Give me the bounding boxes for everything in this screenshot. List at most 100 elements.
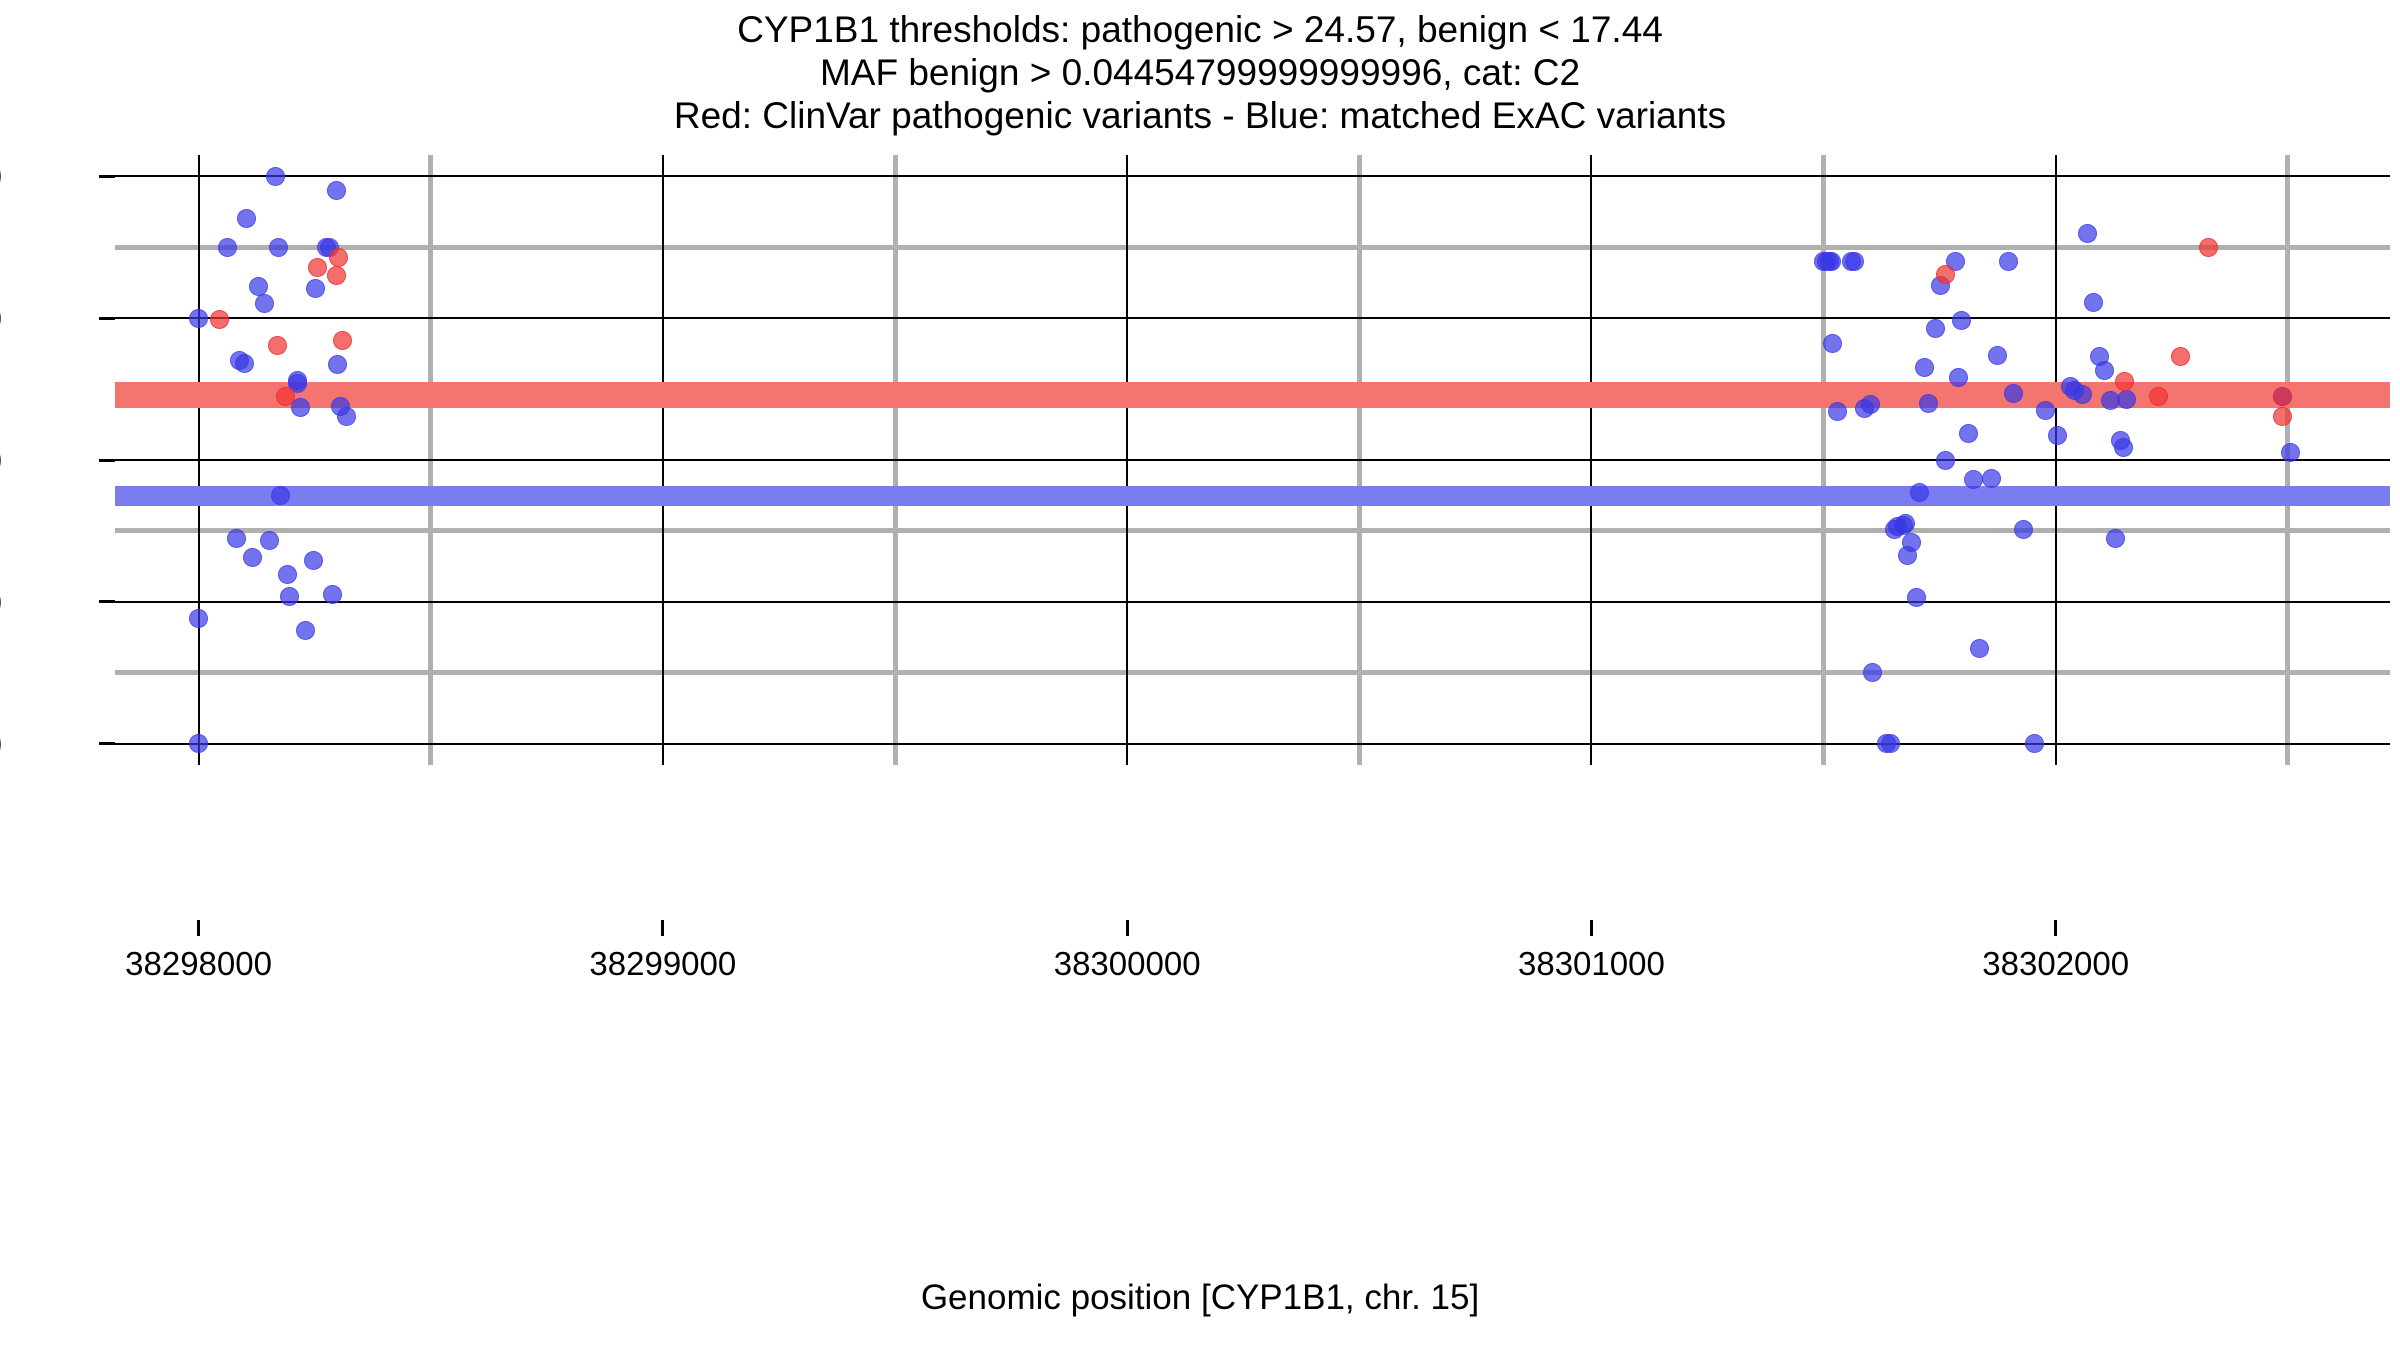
data-point-exac xyxy=(278,565,298,585)
data-point-exac xyxy=(2048,426,2068,446)
data-point-exac xyxy=(1860,395,1880,415)
data-point-pathogenic xyxy=(276,386,296,406)
tick-gridline-vertical xyxy=(197,155,200,765)
title-line-maf: MAF benign > 0.04454799999999996, cat: C… xyxy=(819,52,1581,93)
x-axis-tick-label: 38298000 xyxy=(125,945,272,982)
x-axis-label: Genomic position [CYP1B1, chr. 15] xyxy=(920,1278,1480,1317)
data-point-exac xyxy=(259,531,279,551)
data-point-exac xyxy=(1982,468,2002,488)
data-point-exac xyxy=(1963,470,1983,490)
data-point-exac xyxy=(322,585,342,605)
data-point-exac xyxy=(1935,450,1955,470)
y-axis-tick-label: 10 xyxy=(0,584,2,622)
data-point-exac xyxy=(280,586,300,606)
tick-gridline-horizontal xyxy=(115,742,2390,745)
data-point-pathogenic xyxy=(268,335,287,355)
x-axis-tick-label: 38302000 xyxy=(1982,945,2130,982)
data-point-pathogenic xyxy=(326,266,346,286)
data-point-pathogenic xyxy=(2149,386,2169,406)
data-point-exac xyxy=(1823,334,1843,354)
y-axis-tick-mark xyxy=(99,458,115,462)
gridline-horizontal xyxy=(115,244,2390,250)
x-axis-tick-label: 38300000 xyxy=(1053,945,1201,982)
data-point-exac xyxy=(2105,528,2125,548)
y-axis-tick-mark xyxy=(99,174,115,178)
title-line-thresholds: CYP1B1 thresholds: pathogenic > 24.57, b… xyxy=(737,9,1663,50)
x-axis-tick-mark xyxy=(1125,920,1129,936)
y-axis-tick-mark xyxy=(99,742,115,746)
x-axis-tick-label: 38301000 xyxy=(1518,945,1665,982)
data-point-exac xyxy=(2004,383,2024,403)
data-point-exac xyxy=(1926,318,1946,338)
y-axis-tick-label: 40 xyxy=(0,158,2,196)
data-point-exac xyxy=(1958,423,1978,443)
y-axis-tick-label: 20 xyxy=(0,442,2,480)
data-point-exac xyxy=(217,237,237,257)
data-point-pathogenic xyxy=(1935,264,1955,284)
data-point-exac xyxy=(1906,588,1926,608)
plot-area: 0 10 20 30 40 38298000 38299000 38300000 3830100… xyxy=(0,155,2390,982)
data-point-exac xyxy=(189,308,209,328)
data-point-exac xyxy=(2281,443,2301,463)
data-point-exac xyxy=(2094,361,2114,381)
gridline-horizontal xyxy=(115,528,2390,534)
x-axis-tick-mark xyxy=(661,920,665,936)
data-point-exac xyxy=(1844,251,1864,271)
data-point-exac xyxy=(270,485,290,505)
data-point-exac xyxy=(1970,639,1990,659)
data-point-exac xyxy=(1987,345,2007,365)
data-point-exac xyxy=(242,548,262,568)
data-point-pathogenic xyxy=(2199,237,2219,257)
data-point-exac xyxy=(2036,400,2055,420)
data-point-pathogenic xyxy=(333,331,352,351)
tick-gridline-horizontal xyxy=(115,175,2390,178)
data-point-exac xyxy=(2114,437,2133,457)
tick-gridline-vertical xyxy=(1126,155,1129,765)
data-point-pathogenic xyxy=(2272,386,2292,406)
data-point-pathogenic xyxy=(307,257,327,277)
data-point-exac xyxy=(2077,223,2097,243)
data-point-exac xyxy=(2073,385,2093,405)
data-point-exac xyxy=(1863,663,1883,683)
data-point-exac xyxy=(2116,389,2136,409)
data-point-exac xyxy=(306,278,326,298)
data-point-exac xyxy=(1880,734,1900,754)
data-point-exac xyxy=(2013,520,2033,539)
x-axis-tick-mark xyxy=(2054,920,2058,936)
benign-threshold-band xyxy=(115,486,2390,507)
x-axis-tick-mark xyxy=(1589,920,1593,936)
data-point-exac xyxy=(237,209,257,229)
data-point-exac xyxy=(255,294,274,314)
data-point-exac xyxy=(227,528,247,548)
data-point-exac xyxy=(1828,402,1847,422)
data-point-exac xyxy=(326,180,346,200)
data-point-exac xyxy=(1919,393,1938,413)
tick-gridline-vertical xyxy=(1590,155,1593,765)
data-point-pathogenic xyxy=(2114,372,2134,392)
chart-title: CYP1B1 thresholds: pathogenic > 24.57, b… xyxy=(0,8,2400,137)
data-point-exac xyxy=(1895,514,1915,534)
data-point-exac xyxy=(336,406,356,426)
data-point-pathogenic xyxy=(210,310,230,330)
data-point-exac xyxy=(1915,358,1935,378)
data-point-exac xyxy=(189,609,209,629)
data-point-exac xyxy=(2024,734,2044,754)
data-point-exac xyxy=(295,620,315,640)
gridline-horizontal xyxy=(115,670,2390,676)
data-point-exac xyxy=(304,551,324,571)
data-point-exac xyxy=(234,354,254,374)
data-point-exac xyxy=(266,166,286,186)
data-point-exac xyxy=(291,398,311,417)
data-point-exac xyxy=(288,373,308,393)
x-axis-tick-mark xyxy=(197,920,201,936)
x-axis-tick-label: 38299000 xyxy=(589,945,737,982)
tick-gridline-horizontal xyxy=(115,459,2390,461)
data-point-pathogenic xyxy=(329,247,349,267)
y-axis-tick-label: 30 xyxy=(0,300,2,338)
data-point-exac xyxy=(1951,311,1971,331)
tick-gridline-vertical xyxy=(661,155,664,765)
data-point-exac xyxy=(268,237,288,257)
y-axis-tick-mark xyxy=(99,316,115,320)
tick-gridline-horizontal xyxy=(115,600,2390,603)
